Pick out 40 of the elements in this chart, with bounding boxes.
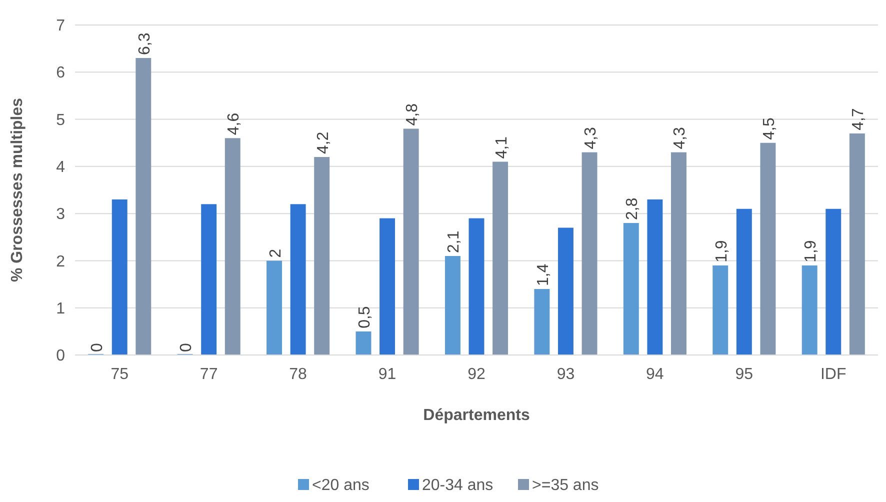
legend-label: >=35 ans: [532, 477, 599, 494]
y-tick-label: 3: [56, 206, 66, 224]
y-tick-label: 1: [56, 300, 66, 318]
data-label: 4,3: [582, 126, 600, 150]
y-tick-label: 0: [56, 348, 66, 365]
data-label: 0,5: [356, 306, 374, 328]
x-tick-label: 95: [735, 366, 754, 383]
y-axis-title: % Grossesses multiples: [9, 98, 26, 282]
x-tick-label: 92: [468, 366, 486, 383]
data-label: 1,9: [713, 240, 730, 262]
data-label: 4,6: [226, 112, 243, 136]
data-label: 4,3: [672, 126, 689, 150]
data-label: 1,9: [802, 240, 820, 262]
y-tick-label: 2: [56, 253, 66, 270]
data-label: 4,1: [493, 136, 510, 159]
data-label: 4,7: [850, 108, 868, 130]
x-tick-label: 91: [378, 366, 396, 383]
data-label: 4,8: [404, 103, 422, 126]
x-tick-label: 78: [289, 366, 308, 383]
data-label: 4,2: [314, 132, 332, 154]
x-axis-title: Départements: [423, 407, 530, 424]
data-label: 4,5: [760, 118, 778, 140]
data-label: 0: [178, 343, 196, 352]
data-label: 1,4: [534, 264, 552, 286]
data-label: 2,8: [624, 198, 642, 220]
data-label: 2: [267, 248, 284, 258]
x-tick-label: IDF: [820, 366, 846, 383]
legend-label: 20-34 ans: [422, 477, 494, 494]
y-tick-label: 4: [56, 159, 66, 176]
x-tick-label: 75: [110, 366, 129, 383]
data-label: 2,1: [446, 230, 463, 253]
y-tick-label: 6: [56, 64, 66, 82]
legend-label: <20 ans: [312, 477, 370, 494]
y-tick-label: 7: [56, 18, 66, 35]
data-label: 0: [88, 343, 106, 352]
y-tick-label: 5: [56, 112, 66, 129]
x-tick-label: 77: [200, 366, 218, 383]
x-tick-label: 94: [646, 366, 664, 383]
data-label: 6,3: [136, 32, 154, 55]
x-tick-label: 93: [556, 366, 575, 383]
